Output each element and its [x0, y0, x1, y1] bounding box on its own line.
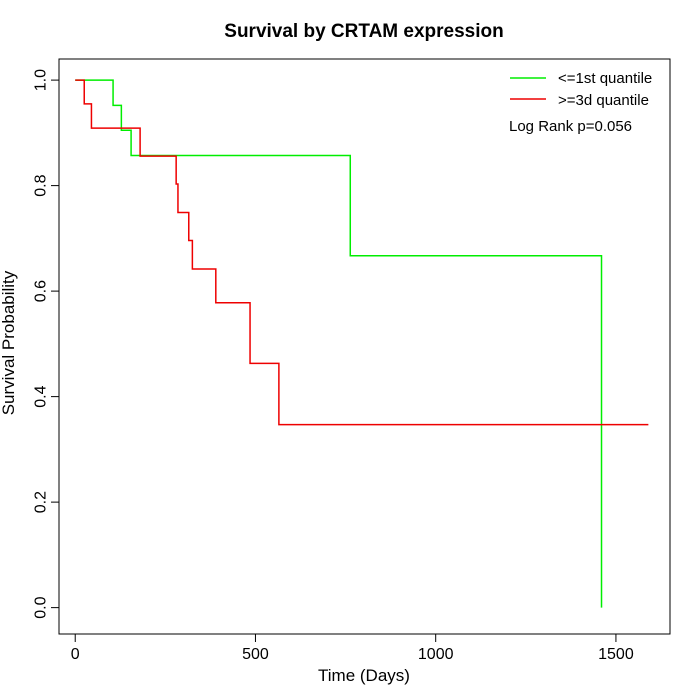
- y-tick-label: 1.0: [33, 69, 50, 91]
- series-layer: [75, 79, 649, 608]
- x-axis-label: Time (Days): [318, 666, 410, 685]
- y-axis: 0.0 0.2 0.4 0.6 0.8 1.0: [33, 69, 60, 619]
- plot-frame: [58, 58, 671, 635]
- y-tick-label: 0.0: [33, 596, 50, 618]
- y-tick-label: 0.2: [33, 491, 50, 513]
- legend: <=1st quantile >=3d quantile: [510, 70, 652, 109]
- survival-curve-high-quantile: [75, 79, 649, 426]
- y-tick-label: 0.4: [33, 385, 50, 407]
- x-tick-label: 0: [71, 646, 80, 663]
- chart-title: Survival by CRTAM expression: [224, 21, 503, 42]
- x-axis: 0 500 1000 1500: [71, 633, 634, 663]
- x-tick-label: 1500: [598, 646, 634, 663]
- y-tick-label: 0.6: [33, 280, 50, 302]
- y-axis-label: Survival Probability: [0, 270, 18, 415]
- legend-label-high-quantile: >=3d quantile: [558, 92, 649, 109]
- legend-label-low-quantile: <=1st quantile: [558, 70, 652, 87]
- survival-curve-low-quantile: [75, 79, 603, 608]
- log-rank-annotation: Log Rank p=0.056: [509, 118, 632, 135]
- y-tick-label: 0.8: [33, 174, 50, 196]
- x-tick-label: 1000: [418, 646, 454, 663]
- x-tick-label: 500: [242, 646, 269, 663]
